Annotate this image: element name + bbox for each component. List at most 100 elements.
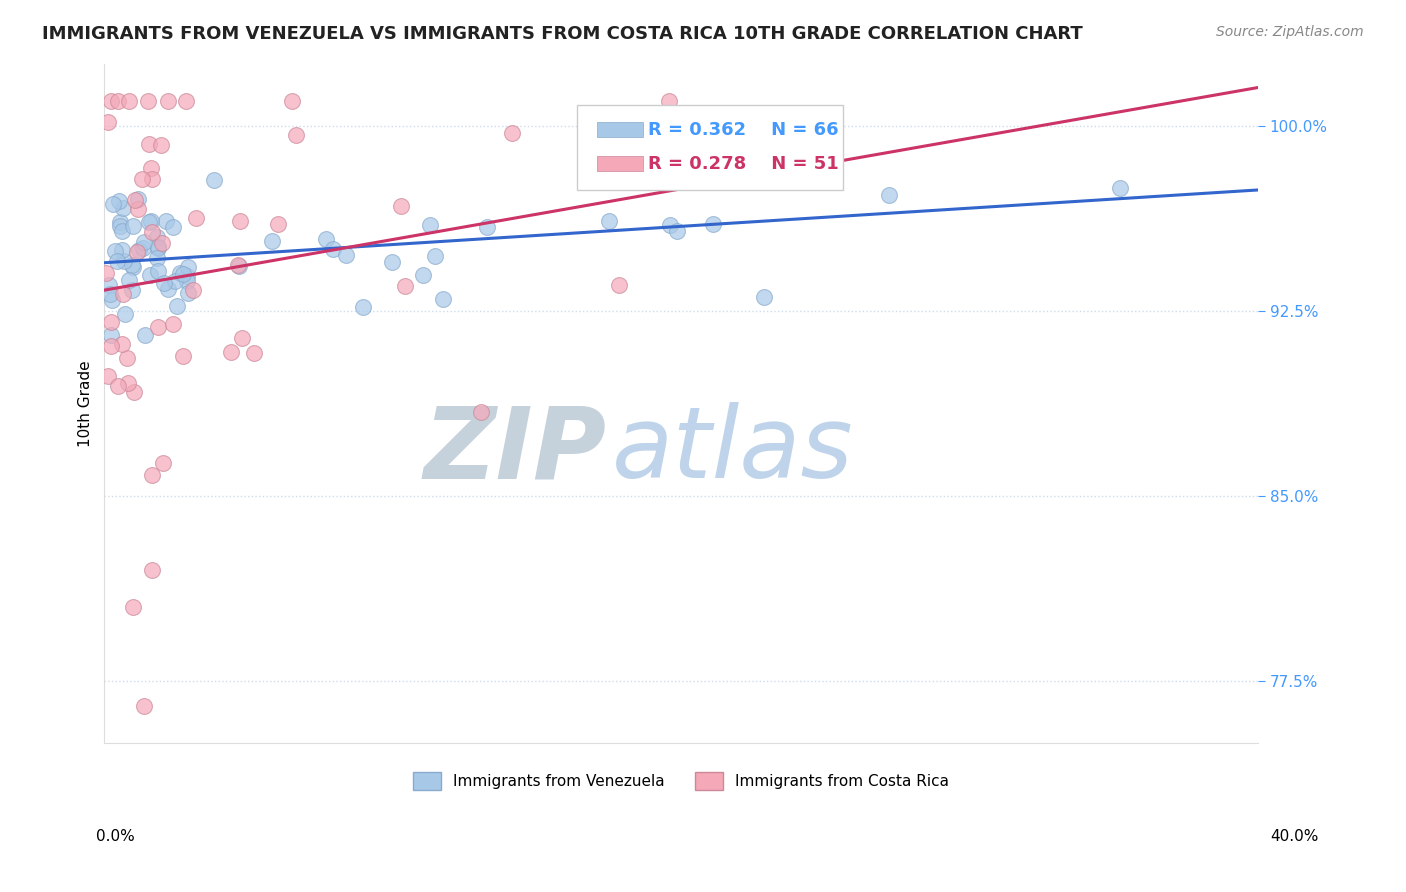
Point	[228, 259, 250, 273]
Point	[172, 349, 194, 363]
Point	[121, 284, 143, 298]
Point	[122, 385, 145, 400]
Point	[475, 219, 498, 234]
Point	[146, 251, 169, 265]
Point	[152, 456, 174, 470]
FancyBboxPatch shape	[578, 104, 842, 190]
Point	[141, 226, 163, 240]
Point	[169, 266, 191, 280]
Point	[124, 193, 146, 207]
Point	[107, 379, 129, 393]
Point	[128, 243, 150, 257]
Point	[104, 244, 127, 259]
Point	[754, 289, 776, 303]
Point	[423, 249, 446, 263]
Point	[184, 211, 207, 226]
Point	[127, 192, 149, 206]
Text: R = 0.362    N = 66: R = 0.362 N = 66	[648, 121, 838, 139]
Point	[162, 318, 184, 332]
Point	[176, 268, 198, 283]
Point	[117, 376, 139, 390]
Point	[131, 172, 153, 186]
Point	[141, 468, 163, 483]
Point	[412, 268, 434, 283]
Point	[174, 94, 197, 108]
Point	[111, 224, 134, 238]
Point	[181, 283, 204, 297]
FancyBboxPatch shape	[598, 122, 643, 137]
Point	[229, 214, 252, 228]
Point	[226, 258, 249, 272]
Point	[280, 94, 302, 108]
Text: 40.0%: 40.0%	[1271, 830, 1319, 844]
Point	[150, 235, 173, 250]
Point	[96, 266, 118, 280]
Point	[98, 287, 121, 301]
Point	[322, 242, 344, 256]
Point	[127, 202, 149, 216]
Point	[702, 217, 724, 231]
Point	[110, 215, 132, 229]
Text: Source: ZipAtlas.com: Source: ZipAtlas.com	[1216, 25, 1364, 39]
Text: IMMIGRANTS FROM VENEZUELA VS IMMIGRANTS FROM COSTA RICA 10TH GRADE CORRELATION C: IMMIGRANTS FROM VENEZUELA VS IMMIGRANTS …	[42, 25, 1083, 43]
Point	[149, 137, 172, 152]
Point	[202, 172, 225, 186]
Point	[315, 232, 337, 246]
Point	[146, 264, 169, 278]
Point	[125, 244, 148, 259]
Point	[260, 234, 283, 248]
Point	[118, 94, 141, 108]
Point	[107, 94, 129, 108]
Point	[108, 194, 131, 208]
Point	[121, 258, 143, 272]
Point	[118, 273, 141, 287]
Point	[176, 274, 198, 288]
Point	[132, 235, 155, 249]
Point	[285, 128, 308, 142]
Point	[155, 214, 177, 228]
Point	[111, 287, 134, 301]
Legend: Immigrants from Venezuela, Immigrants from Costa Rica: Immigrants from Venezuela, Immigrants fr…	[408, 766, 955, 796]
Point	[134, 328, 156, 343]
Point	[111, 202, 134, 216]
Point	[148, 240, 170, 254]
Point	[157, 94, 180, 108]
Point	[243, 346, 266, 360]
Point	[111, 336, 134, 351]
FancyBboxPatch shape	[598, 156, 643, 171]
Point	[97, 114, 120, 128]
Point	[419, 218, 441, 232]
Point	[139, 268, 162, 282]
Point	[877, 188, 900, 202]
Point	[136, 94, 159, 108]
Point	[163, 274, 186, 288]
Point	[177, 286, 200, 301]
Point	[381, 255, 404, 269]
Point	[100, 94, 122, 108]
Point	[132, 698, 155, 713]
Point	[141, 172, 163, 186]
Point	[138, 137, 160, 152]
Point	[266, 217, 288, 231]
Point	[110, 219, 132, 233]
Point	[607, 277, 630, 292]
Point	[122, 599, 145, 614]
Point	[146, 229, 169, 244]
Text: ZIP: ZIP	[423, 402, 606, 500]
Point	[132, 241, 155, 255]
Point	[97, 369, 120, 384]
Point	[121, 260, 143, 274]
Point	[470, 405, 492, 419]
Point	[98, 278, 121, 293]
Point	[141, 161, 163, 175]
Point	[177, 260, 200, 275]
Point	[335, 247, 357, 261]
Point	[1108, 181, 1130, 195]
Point	[146, 320, 169, 334]
Point	[157, 282, 180, 296]
Point	[110, 243, 132, 257]
Point	[146, 241, 169, 255]
Text: 0.0%: 0.0%	[96, 830, 135, 844]
Point	[101, 197, 124, 211]
Point	[658, 94, 681, 108]
